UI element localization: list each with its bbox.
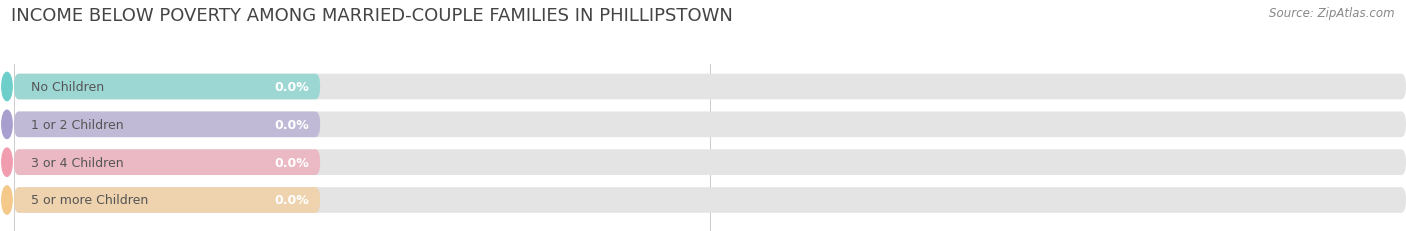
Circle shape [1,73,13,101]
FancyBboxPatch shape [14,112,1406,138]
Text: 5 or more Children: 5 or more Children [31,194,148,207]
Text: Source: ZipAtlas.com: Source: ZipAtlas.com [1270,7,1395,20]
Circle shape [1,148,13,176]
FancyBboxPatch shape [14,150,1406,175]
Text: 0.0%: 0.0% [274,156,309,169]
FancyBboxPatch shape [14,74,1406,100]
FancyBboxPatch shape [14,150,321,175]
Text: 0.0%: 0.0% [274,118,309,131]
Text: No Children: No Children [31,81,104,94]
Text: INCOME BELOW POVERTY AMONG MARRIED-COUPLE FAMILIES IN PHILLIPSTOWN: INCOME BELOW POVERTY AMONG MARRIED-COUPL… [11,7,733,25]
Text: 3 or 4 Children: 3 or 4 Children [31,156,124,169]
FancyBboxPatch shape [14,187,321,213]
FancyBboxPatch shape [14,112,321,138]
Text: 0.0%: 0.0% [274,81,309,94]
FancyBboxPatch shape [14,187,1406,213]
Circle shape [1,186,13,214]
FancyBboxPatch shape [14,74,321,100]
Text: 0.0%: 0.0% [274,194,309,207]
Text: 1 or 2 Children: 1 or 2 Children [31,118,124,131]
Circle shape [1,111,13,139]
